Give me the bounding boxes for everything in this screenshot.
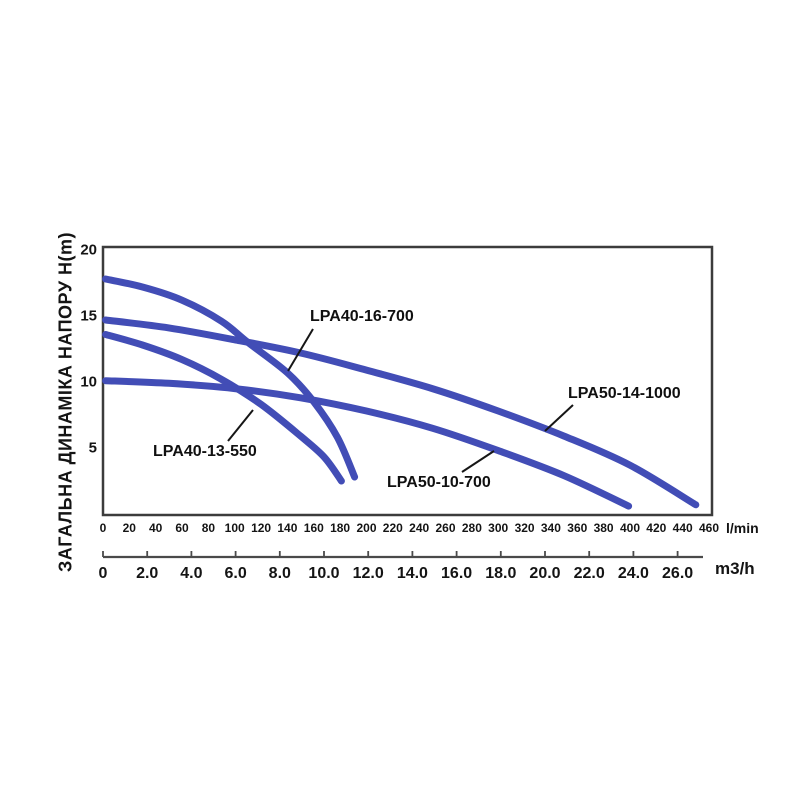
x-tick-label-380: 380 (593, 521, 614, 535)
x-tick-label-400: 400 (619, 521, 641, 535)
y-tick-label-10: 10 (80, 373, 97, 391)
x2-tick-label-0: 0 (98, 565, 108, 582)
x-axis-unit-m3h: m3/h (715, 559, 755, 578)
x-tick-label-340: 340 (540, 521, 561, 535)
x-tick-label-140: 140 (277, 521, 298, 535)
curve-lpa50-14-1000 (102, 316, 700, 509)
x-tick-label-220: 220 (382, 521, 403, 535)
x2-tick-label-24.0: 24.0 (617, 565, 649, 582)
x-tick-label-320: 320 (514, 521, 535, 535)
x2-tick-label-22.0: 22.0 (573, 565, 605, 582)
x-tick-label-0: 0 (99, 521, 107, 535)
x-tick-label-240: 240 (409, 521, 430, 535)
x2-tick-label-20.0: 20.0 (529, 565, 561, 582)
y-tick-label-5: 5 (88, 439, 97, 457)
x-tick-label-160: 160 (303, 521, 324, 535)
x2-tick-label-2.0: 2.0 (136, 565, 159, 582)
x-tick-label-420: 420 (646, 521, 667, 535)
x2-tick-label-10.0: 10.0 (308, 565, 340, 582)
curve-lpa50-10-700 (102, 377, 633, 510)
x-tick-label-120: 120 (251, 521, 272, 535)
x-tick-label-440: 440 (672, 521, 693, 535)
x2-tick-label-12.0: 12.0 (352, 565, 384, 582)
x-tick-label-180: 180 (330, 521, 351, 535)
x-tick-label-80: 80 (201, 521, 216, 535)
x2-tick-label-18.0: 18.0 (485, 565, 517, 582)
curve-label-lpa40-13-550: LPA40-13-550 (153, 443, 257, 460)
y-tick-label-15: 15 (80, 307, 97, 325)
curve-label-lpa50-14-1000: LPA50-14-1000 (568, 385, 681, 402)
x2-tick-label-26.0: 26.0 (662, 565, 694, 582)
x-axis-unit-lmin: l/min (726, 520, 759, 536)
curve-label-lpa40-16-700: LPA40-16-700 (310, 308, 414, 325)
x-tick-label-200: 200 (356, 521, 377, 535)
x2-tick-label-4.0: 4.0 (180, 565, 203, 582)
x-tick-label-100: 100 (224, 521, 245, 535)
x-tick-label-300: 300 (488, 521, 509, 535)
x2-tick-label-6.0: 6.0 (224, 565, 247, 582)
x-tick-label-460: 460 (698, 521, 720, 535)
x2-tick-label-14.0: 14.0 (396, 565, 428, 582)
x-tick-label-260: 260 (435, 521, 456, 535)
x-tick-label-40: 40 (149, 521, 163, 535)
leader-line-lpa50-14-1000 (544, 404, 574, 432)
curve-label-lpa50-10-700: LPA50-10-700 (387, 474, 491, 491)
leader-line-lpa50-10-700 (461, 450, 495, 473)
x2-tick-label-8.0: 8.0 (268, 565, 291, 582)
y-tick-label-20: 20 (80, 241, 97, 259)
x-tick-label-60: 60 (175, 521, 189, 535)
leader-line-lpa40-16-700 (287, 328, 314, 372)
x-tick-label-360: 360 (567, 521, 588, 535)
x2-tick-label-16.0: 16.0 (441, 565, 473, 582)
x-tick-label-20: 20 (122, 521, 136, 535)
leader-line-lpa40-13-550 (227, 409, 254, 442)
x-tick-label-280: 280 (461, 521, 482, 535)
